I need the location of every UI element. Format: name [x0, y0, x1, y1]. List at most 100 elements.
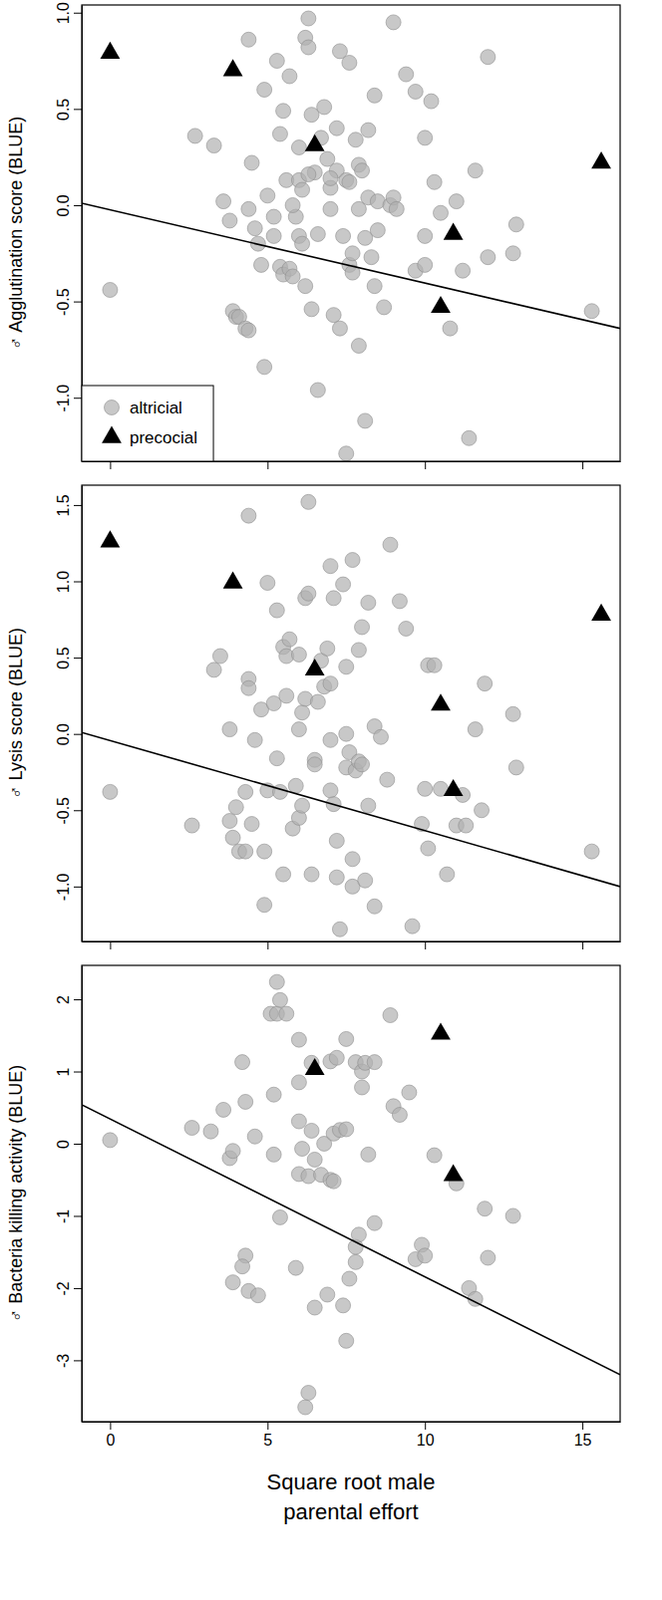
- point: [323, 732, 338, 748]
- tick-label: 2: [54, 995, 72, 1005]
- y-tick: 0: [54, 1140, 82, 1150]
- point: [301, 167, 317, 183]
- point: [417, 1249, 433, 1265]
- axis-title: Square root maleparental effort: [267, 1470, 436, 1526]
- point: [338, 1333, 354, 1349]
- axis-line: [82, 1422, 622, 1424]
- point: [505, 706, 521, 722]
- point: [222, 813, 238, 829]
- tick-mark: [73, 1144, 82, 1146]
- point: [301, 39, 317, 55]
- point: [584, 844, 600, 860]
- point: [417, 781, 433, 797]
- point: [426, 1148, 442, 1164]
- point: [382, 1008, 398, 1024]
- x-tick: 10: [416, 1422, 435, 1450]
- tick-label: 0.5: [54, 647, 72, 669]
- point: [385, 14, 401, 30]
- tick-mark: [582, 1422, 584, 1431]
- point: [458, 818, 474, 834]
- point: [426, 174, 442, 190]
- point: [223, 58, 244, 76]
- point: [354, 757, 370, 773]
- point: [335, 577, 351, 593]
- tick-mark: [109, 461, 111, 470]
- point: [329, 120, 344, 136]
- tick-label: 0: [105, 1432, 115, 1450]
- point: [335, 1299, 351, 1315]
- tick-mark: [267, 1422, 269, 1431]
- point: [317, 99, 332, 115]
- point: [295, 236, 311, 252]
- point: [442, 321, 458, 336]
- point: [304, 302, 320, 318]
- point: [379, 772, 395, 788]
- point: [366, 1216, 382, 1232]
- point: [285, 269, 301, 285]
- y-tick: 0.5: [54, 98, 82, 121]
- y-tick: -1.0: [54, 384, 82, 413]
- point: [305, 659, 326, 676]
- point: [257, 844, 273, 860]
- point: [298, 1400, 314, 1416]
- point: [331, 922, 347, 938]
- point: [323, 676, 338, 692]
- tick-label: 1: [54, 1067, 72, 1077]
- point: [212, 649, 228, 664]
- legend-label: altricial: [129, 398, 183, 418]
- point: [223, 572, 244, 590]
- point: [591, 604, 612, 622]
- x-tick: [267, 461, 269, 470]
- point: [250, 1289, 266, 1305]
- point: [480, 49, 496, 65]
- point: [467, 722, 483, 738]
- point: [360, 1147, 376, 1163]
- point: [307, 1152, 323, 1168]
- point: [477, 676, 493, 692]
- tick-mark: [73, 658, 82, 660]
- point: [269, 751, 285, 767]
- point: [100, 41, 121, 59]
- point: [184, 818, 200, 834]
- point: [373, 729, 389, 745]
- figure: 1.00.50.0-0.5-1.0♂ Agglutination score (…: [0, 0, 662, 1600]
- point: [238, 1094, 254, 1110]
- point: [282, 68, 298, 84]
- legend-symbol: [101, 426, 122, 444]
- point: [102, 283, 118, 299]
- point: [272, 1210, 288, 1226]
- y-axis: 1.00.50.0-0.5-1.0: [54, 1, 83, 462]
- point: [344, 553, 360, 569]
- tick-mark: [267, 461, 269, 470]
- point: [272, 784, 288, 800]
- point: [508, 760, 524, 776]
- point: [398, 621, 414, 637]
- point: [102, 1133, 118, 1149]
- tick-mark: [109, 942, 111, 951]
- point: [279, 1006, 295, 1022]
- y-tick: 1.5: [54, 494, 82, 517]
- y-tick: 2: [54, 995, 82, 1005]
- point: [100, 530, 121, 548]
- point: [366, 899, 382, 915]
- point: [310, 694, 326, 710]
- point: [430, 693, 451, 711]
- point: [228, 800, 244, 816]
- tick-mark: [73, 810, 82, 812]
- point: [216, 194, 232, 210]
- point: [257, 898, 273, 914]
- x-tick: [582, 942, 584, 951]
- tick-mark: [73, 302, 82, 304]
- tick-mark: [582, 942, 584, 951]
- x-tick: [424, 942, 426, 951]
- axis-line: [82, 942, 622, 944]
- x-tick: [267, 942, 269, 951]
- y-tick: -2: [54, 1282, 82, 1297]
- tick-mark: [424, 942, 426, 951]
- point: [417, 257, 433, 273]
- point: [335, 228, 351, 244]
- x-tick: 5: [263, 1422, 273, 1450]
- panel: 1.00.50.0-0.5-1.0♂ Agglutination score (…: [5, 1, 622, 470]
- point: [291, 1075, 307, 1091]
- point: [301, 494, 317, 510]
